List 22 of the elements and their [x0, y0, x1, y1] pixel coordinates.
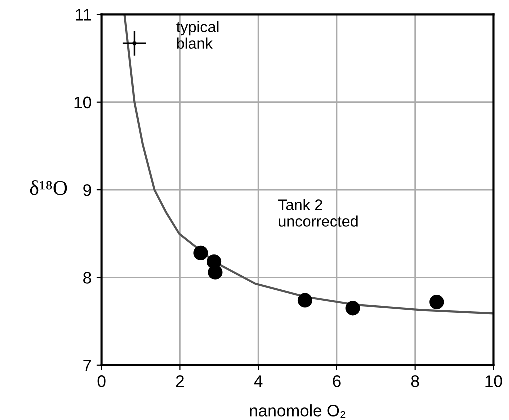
y-tick-label: 11: [76, 9, 92, 21]
x-tick-label: 0: [98, 376, 106, 388]
x-axis-title: nanomole O₂: [250, 404, 346, 418]
y-tick-label: 8: [84, 272, 92, 284]
x-tick-label: 6: [333, 376, 341, 388]
x-tick-label: 2: [176, 376, 184, 388]
y-axis-title: δ¹⁸O: [30, 180, 68, 196]
x-tick-label: 10: [486, 376, 502, 388]
x-tick-label: 4: [254, 376, 263, 388]
x-tick-label: 8: [411, 376, 420, 388]
annotation: Tank 2 uncorrected: [278, 199, 358, 227]
point: [430, 294, 444, 310]
line-series: [124, 15, 494, 315]
point: [132, 42, 137, 46]
y-tick-label: 7: [84, 360, 92, 372]
text: typical blank: [176, 21, 219, 50]
point: [194, 246, 208, 260]
point: [346, 301, 360, 316]
y-tick-label: 9: [84, 184, 92, 196]
point: [208, 265, 223, 280]
y-tick-label: 10: [74, 96, 92, 109]
point: [298, 293, 312, 308]
